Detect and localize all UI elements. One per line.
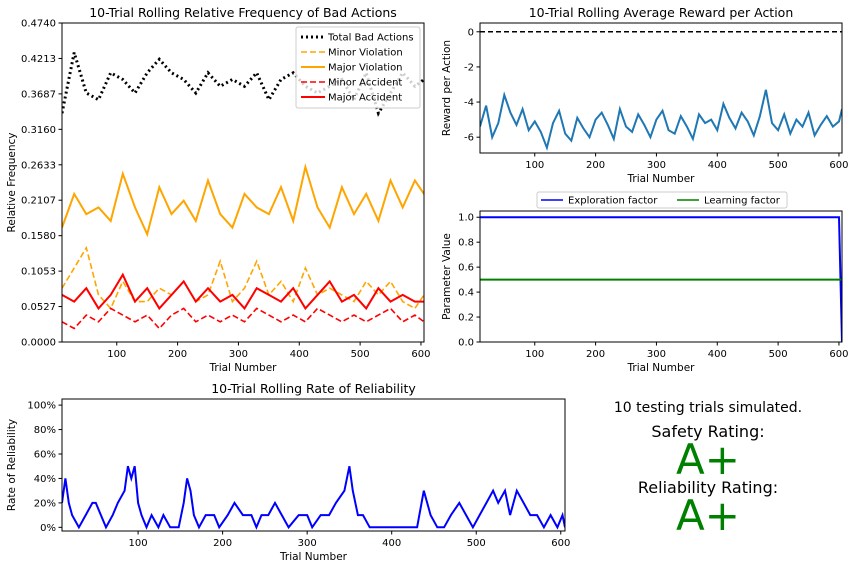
y-tick-label: 0.3687: [21, 89, 56, 100]
y-tick-label: 0.2: [458, 313, 474, 324]
x-tick-label: 300: [647, 160, 666, 171]
chart-reward: 100 200 300 400 500 600 -6 -4 -2 0 10-Trial Rollin…: [441, 5, 849, 185]
chart-title: 10-Trial Rolling Rate of Reliability: [211, 381, 416, 396]
y-tick-label: 0.2107: [21, 196, 56, 207]
series-line-0: [480, 89, 842, 152]
x-tick-label: 400: [382, 538, 401, 549]
plot-frame: [61, 22, 425, 343]
x-tick-label: 100: [525, 349, 544, 360]
x-tick-label: 200: [168, 349, 187, 360]
legend-label: Minor Violation: [328, 48, 403, 59]
legend-label: Major Accident: [328, 93, 402, 104]
plot-frame: [479, 22, 843, 154]
y-tick-label: 0.6: [458, 263, 474, 274]
chart-reliability: 100 200 300 400 500 600 0% 20% 40% 60% 80% 100% 10-T…: [6, 381, 570, 563]
y-tick-label: 0.8: [458, 238, 474, 249]
y-axis-label: Relative Frequency: [6, 133, 18, 233]
rating-summary: 10 testing trials simulated. Safety Rati…: [590, 398, 826, 540]
x-tick-label: 600: [829, 349, 848, 360]
y-tick-label: 1.0: [458, 213, 474, 224]
x-tick-label: 200: [213, 538, 232, 549]
x-tick-label: 600: [551, 538, 570, 549]
legend-label: Minor Accident: [328, 78, 402, 89]
x-tick-label: 600: [411, 349, 430, 360]
y-tick-label: 0%: [40, 523, 56, 534]
y-tick-label: 40%: [34, 474, 56, 485]
y-tick-label: 0.4740: [21, 19, 56, 30]
series-line-total-bad-actions: [62, 52, 424, 117]
y-tick-label: -2: [464, 62, 474, 73]
x-tick-label: 100: [525, 160, 544, 171]
x-tick-label: 200: [586, 160, 605, 171]
y-tick-label: 80%: [34, 425, 56, 436]
y-tick-label: 0.0000: [21, 338, 56, 349]
legend-label: Exploration factor: [568, 196, 658, 207]
x-axis-label: Trial Number: [627, 173, 696, 185]
x-tick-label: 500: [467, 538, 486, 549]
legend-box: [536, 191, 788, 209]
x-tick-label: 500: [351, 349, 370, 360]
series-line-exploration-factor: [480, 216, 842, 342]
y-tick-label: 0.0527: [21, 302, 56, 313]
x-tick-label: 500: [769, 349, 788, 360]
series-line-minor-violation: [62, 245, 424, 310]
legend-label: Total Bad Actions: [327, 33, 414, 44]
chart-title: 10-Trial Rolling Average Reward per Acti…: [529, 5, 794, 20]
reliability-rating-grade: A+: [676, 491, 740, 540]
x-tick-label: 500: [769, 160, 788, 171]
y-tick-label: 0.1053: [21, 267, 56, 278]
testing-trials-text: 10 testing trials simulated.: [613, 400, 803, 416]
x-axis-label: Trial Number: [627, 362, 696, 374]
y-tick-label: 0.2633: [21, 160, 56, 171]
chart-title: 10-Trial Rolling Relative Frequency of B…: [89, 5, 397, 20]
x-tick-label: 400: [708, 349, 727, 360]
x-tick-label: 200: [586, 349, 605, 360]
plot-frame: [479, 210, 843, 343]
x-tick-label: 400: [708, 160, 727, 171]
safety-rating-label: Safety Rating:: [651, 422, 765, 441]
y-tick-label: 0.3160: [21, 125, 56, 136]
reliability-rating-label: Reliability Rating:: [637, 478, 779, 497]
y-tick-label: 0.4213: [21, 54, 56, 65]
plot-frame: [61, 398, 566, 532]
y-axis-label: Parameter Value: [441, 233, 453, 320]
x-axis-label: Trial Number: [209, 362, 278, 374]
x-axis-label: Trial Number: [279, 551, 348, 563]
y-tick-label: 20%: [34, 498, 56, 509]
x-tick-label: 300: [229, 349, 248, 360]
series-line-major-violation: [62, 163, 424, 238]
series-line-major-accident: [62, 272, 424, 311]
y-tick-label: 0: [468, 27, 474, 38]
y-tick-label: 0.0: [458, 338, 474, 349]
y-tick-label: 0.4: [458, 288, 474, 299]
y-tick-label: 60%: [34, 450, 56, 461]
y-tick-label: -4: [464, 98, 474, 109]
legend-box: [295, 26, 421, 109]
x-tick-label: 400: [290, 349, 309, 360]
x-tick-label: 100: [107, 349, 126, 360]
y-tick-label: -6: [464, 133, 474, 144]
x-tick-label: 300: [298, 538, 317, 549]
y-tick-label: 100%: [27, 401, 56, 412]
y-axis-label: Rate of Reliability: [6, 419, 18, 511]
x-tick-label: 100: [129, 538, 148, 549]
chart-parameters: 100 200 300 400 500 600 0.0 0.2 0.4 0.6 0.8 1.0 Tria…: [441, 191, 849, 374]
series-line-minor-accident: [62, 307, 424, 330]
series-line-0: [62, 465, 565, 530]
safety-rating-grade: A+: [676, 435, 740, 484]
y-tick-label: 0.1580: [21, 231, 56, 242]
y-axis-label: Reward per Action: [441, 40, 453, 136]
legend-label: Major Violation: [328, 63, 403, 74]
x-tick-label: 600: [829, 160, 848, 171]
legend-label: Learning factor: [704, 196, 781, 207]
x-tick-label: 300: [647, 349, 666, 360]
chart-bad_actions: 100 200 300 400 500 600 0.0000 0.0527 0.1053 0.15…: [6, 5, 431, 374]
